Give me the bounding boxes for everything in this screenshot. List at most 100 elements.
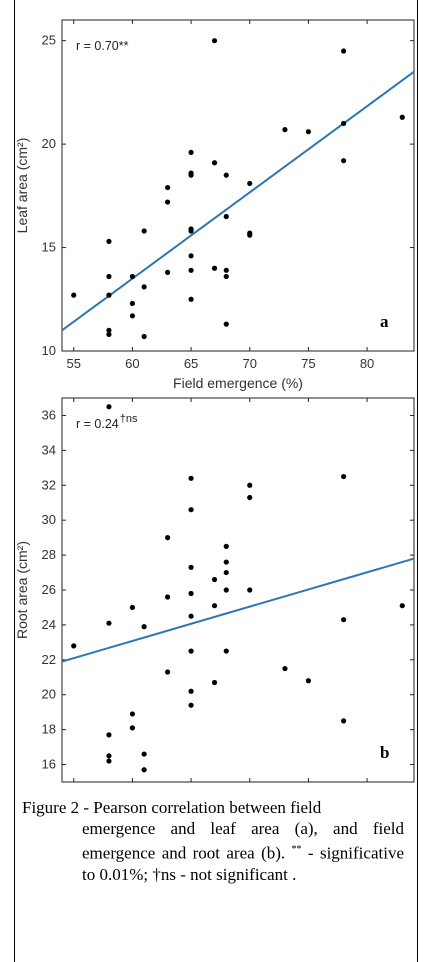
leaf-x-tick-label: 65	[184, 356, 198, 371]
root-regression-line	[61, 557, 415, 663]
leaf-data-point	[106, 292, 112, 298]
leaf-panel-label: a	[380, 312, 389, 331]
leaf-y-axis-label: Leaf area (cm²)	[14, 138, 30, 234]
root-data-point	[141, 624, 147, 630]
leaf-data-point	[341, 48, 347, 54]
leaf-data-point	[188, 296, 194, 302]
root-data-point	[188, 507, 194, 513]
root-data-point	[165, 535, 171, 541]
root-y-tick-label: 34	[42, 442, 56, 457]
leaf-data-point	[188, 149, 194, 155]
leaf-data-point	[106, 273, 112, 280]
leaf-data-point	[165, 184, 171, 191]
root-data-point	[399, 603, 405, 609]
root-x-tick-label: 80	[360, 787, 374, 790]
leaf-data-point	[106, 331, 112, 338]
leaf-data-point	[188, 253, 194, 259]
root-data-point	[106, 404, 112, 410]
root-data-point	[282, 665, 288, 672]
root-data-point	[106, 753, 112, 759]
figure-charts: 55 60 65 70 75 80 10 15 20 25 Field emergence (%) L…	[14, 19, 415, 790]
root-x-tick-label: 60	[125, 787, 139, 790]
leaf-data-point	[223, 213, 229, 220]
leaf-data-point	[141, 333, 147, 340]
figure-caption: Figure 2 - Pearson correlation between f…	[22, 797, 404, 885]
root-data-point	[305, 678, 311, 684]
root-data-point	[223, 569, 229, 576]
leaf-x-tick-label: 70	[242, 356, 256, 371]
leaf-data-point	[211, 38, 218, 44]
leaf-data-point	[71, 292, 77, 298]
root-y-tick-label: 32	[42, 477, 56, 492]
leaf-y-tick-label: 10	[42, 343, 56, 358]
root-data-point	[341, 718, 347, 724]
leaf-data-point	[223, 267, 229, 273]
leaf-data-point	[188, 172, 194, 178]
root-data-point	[141, 767, 147, 773]
leaf-plot-box	[61, 19, 415, 352]
leaf-data-point	[211, 160, 218, 166]
root-data-point	[211, 603, 218, 609]
leaf-x-tick-label: 60	[125, 356, 139, 371]
leaf-data-point	[247, 180, 253, 187]
root-correlation-superscript: †ns	[120, 413, 138, 425]
root-data-point	[211, 576, 218, 583]
root-data-point	[247, 494, 253, 501]
root-data-point	[106, 758, 112, 764]
root-data-point	[188, 613, 194, 619]
leaf-regression-line	[61, 70, 415, 332]
root-data-point	[211, 679, 218, 686]
leaf-data-point	[341, 120, 347, 127]
root-correlation-annotation: r = 0.24	[76, 417, 119, 431]
leaf-data-point	[106, 238, 112, 244]
leaf-data-point	[305, 129, 311, 135]
root-data-point	[341, 473, 347, 480]
root-data-point	[188, 648, 194, 654]
root-data-point	[141, 751, 147, 757]
leaf-data-point	[223, 321, 229, 327]
leaf-data-point	[141, 228, 147, 234]
root-data-point	[341, 617, 347, 623]
leaf-x-tick-label: 75	[301, 356, 315, 371]
leaf-data-point	[165, 199, 171, 205]
leaf-data-point	[247, 232, 253, 238]
leaf-y-tick-label: 25	[42, 33, 56, 48]
caption-text-a: emergence and leaf area (a), and field e…	[82, 819, 404, 863]
leaf-data-point	[141, 284, 147, 290]
caption-body: emergence and leaf area (a), and field e…	[22, 818, 404, 885]
root-data-point	[106, 620, 112, 626]
leaf-data-point	[165, 269, 171, 275]
root-data-point	[188, 702, 194, 708]
leaf-data-point	[129, 300, 135, 307]
leaf-correlation-annotation: r = 0.70**	[76, 39, 129, 53]
root-x-tick-label: 55	[66, 787, 80, 790]
leaf-data-point	[223, 273, 229, 280]
root-x-tick-label: 65	[184, 787, 198, 790]
leaf-data-point	[188, 267, 194, 273]
leaf-x-axis-label: Field emergence (%)	[173, 375, 303, 391]
root-y-tick-label: 26	[42, 582, 56, 597]
root-data-point	[223, 559, 229, 565]
leaf-y-tick-label: 20	[42, 136, 56, 151]
root-y-tick-label: 22	[42, 652, 56, 667]
root-data-point	[165, 594, 171, 600]
leaf-data-point	[341, 158, 347, 164]
root-plot-box	[61, 397, 415, 783]
root-y-tick-label: 28	[42, 547, 56, 562]
figure-frame	[14, 0, 418, 962]
root-data-point	[247, 482, 253, 488]
leaf-data-point	[282, 127, 288, 133]
root-data-point	[188, 590, 194, 597]
root-y-tick-label: 18	[42, 722, 56, 737]
leaf-x-tick-label: 80	[360, 356, 374, 371]
caption-superscript: **	[291, 844, 302, 855]
root-data-point	[129, 711, 135, 717]
leaf-data-point	[106, 327, 112, 333]
root-data-point	[188, 475, 194, 481]
leaf-data-point	[188, 228, 194, 234]
leaf-data-point	[399, 114, 405, 120]
root-data-point	[106, 732, 112, 738]
root-x-tick-label: 75	[301, 787, 315, 790]
root-y-tick-label: 20	[42, 687, 56, 702]
leaf-x-tick-label: 55	[66, 356, 80, 371]
